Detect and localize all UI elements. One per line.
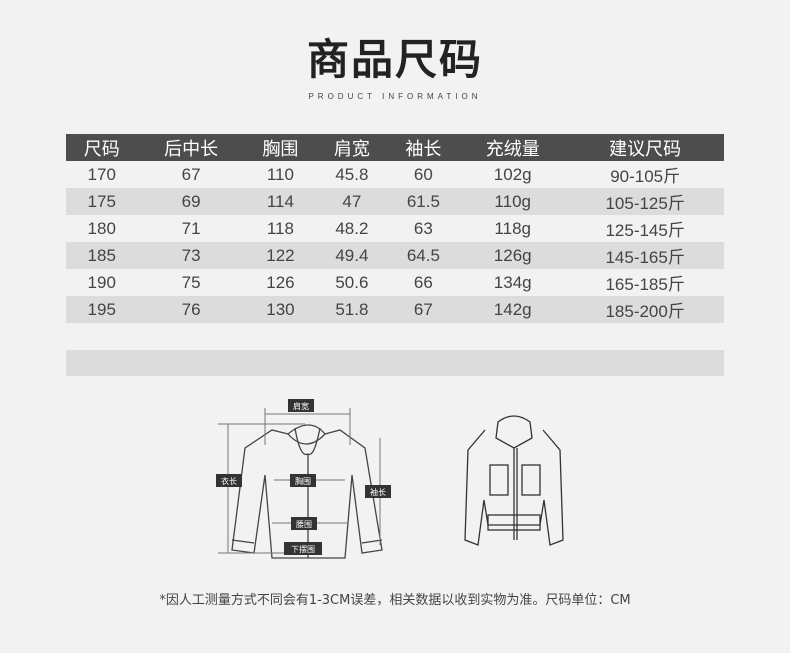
table-cell: 195 xyxy=(66,296,138,323)
table-cell: 63 xyxy=(413,218,433,238)
table-cell: 45.8 xyxy=(335,164,369,184)
label-waist: 腰围 xyxy=(296,520,312,529)
label-chest: 胸围 xyxy=(295,476,311,486)
table-cell: 90-105斤 xyxy=(610,167,681,186)
table-cell: 145-165斤 xyxy=(566,242,724,269)
column-header: 充绒量 xyxy=(459,134,567,161)
table-cell: 110g xyxy=(459,188,567,215)
label-sleeve: 袖长 xyxy=(370,487,386,497)
column-header: 胸围 xyxy=(244,134,317,161)
page-subtitle: PRODUCT INFORMATION xyxy=(308,92,482,101)
table-cell: 142g xyxy=(459,296,567,323)
column-header: 尺码 xyxy=(66,134,138,161)
table-cell: 47 xyxy=(316,188,388,215)
table-cell: 64.5 xyxy=(387,242,460,269)
table-cell: 125-145斤 xyxy=(605,221,685,240)
table-cell: 170 xyxy=(87,164,116,184)
measurement-labels: 肩宽 衣长 胸围 袖长 腰围 下摆围 xyxy=(216,399,391,555)
table-cell: 48.2 xyxy=(335,218,369,238)
table-cell: 66 xyxy=(413,272,433,292)
garment-diagram: 肩宽 衣长 胸围 袖长 腰围 下摆围 xyxy=(216,399,564,559)
table-cell: 126 xyxy=(266,272,295,292)
size-table: 尺码 后中长 胸围 肩宽 袖长 充绒量 建议尺码 170 67 110 45.8 60 1… xyxy=(66,134,724,323)
table-cell: 51.8 xyxy=(316,296,388,323)
measurement-note: *因人工测量方式不同会有1-3CM误差，相关数据以收到实物为准。尺码单位：CM xyxy=(159,593,631,608)
label-hem: 下摆围 xyxy=(291,544,315,554)
column-header: 后中长 xyxy=(137,134,245,161)
table-cell: 185-200斤 xyxy=(566,296,724,323)
table-cell: 130 xyxy=(244,296,317,323)
table-cell: 105-125斤 xyxy=(566,188,724,215)
table-cell: 122 xyxy=(244,242,317,269)
table-cell: 110 xyxy=(266,164,294,184)
table-row: 190 75 126 50.6 66 134g 165-185斤 xyxy=(66,269,724,296)
table-cell: 126g xyxy=(459,242,567,269)
table-cell: 134g xyxy=(493,272,532,292)
table-cell: 114 xyxy=(244,188,317,215)
table-cell: 73 xyxy=(137,242,245,269)
table-row: 175 69 114 47 61.5 110g 105-125斤 xyxy=(66,188,724,215)
table-cell: 76 xyxy=(137,296,245,323)
table-cell: 69 xyxy=(137,188,245,215)
table-header-row: 尺码 后中长 胸围 肩宽 袖长 充绒量 建议尺码 xyxy=(66,134,724,161)
page-title: 商品尺码 xyxy=(306,35,483,84)
table-cell: 71 xyxy=(181,218,201,238)
table-cell: 102g xyxy=(493,164,532,184)
table-row: 185 73 122 49.4 64.5 126g 145-165斤 xyxy=(66,242,724,269)
table-cell: 185 xyxy=(66,242,138,269)
table-cell: 175 xyxy=(66,188,138,215)
table-cell: 50.6 xyxy=(335,272,369,292)
table-cell: 61.5 xyxy=(387,188,460,215)
table-cell: 67 xyxy=(181,164,201,184)
table-cell: 165-185斤 xyxy=(605,275,685,294)
shirt-flat-sketch-icon xyxy=(231,424,383,559)
table-cell: 190 xyxy=(87,272,116,292)
table-cell: 118 xyxy=(266,218,294,238)
label-shoulder: 肩宽 xyxy=(293,401,309,411)
table-row: 170 67 110 45.8 60 102g 90-105斤 xyxy=(66,161,724,188)
table-cell: 118g xyxy=(494,218,531,238)
column-header: 袖长 xyxy=(387,134,460,161)
table-row: 195 76 130 51.8 67 142g 185-200斤 xyxy=(66,296,724,323)
table-row: 180 71 118 48.2 63 118g 125-145斤 xyxy=(66,215,724,242)
table-cell: 180 xyxy=(87,218,116,238)
table-cell: 67 xyxy=(387,296,460,323)
jacket-sketch-icon xyxy=(464,415,564,546)
divider-bar xyxy=(66,350,724,376)
column-header: 建议尺码 xyxy=(566,134,724,161)
table-cell: 60 xyxy=(413,164,433,184)
column-header: 肩宽 xyxy=(316,134,388,161)
table-cell: 49.4 xyxy=(316,242,388,269)
table-cell: 75 xyxy=(181,272,201,292)
label-length: 衣长 xyxy=(221,476,237,486)
